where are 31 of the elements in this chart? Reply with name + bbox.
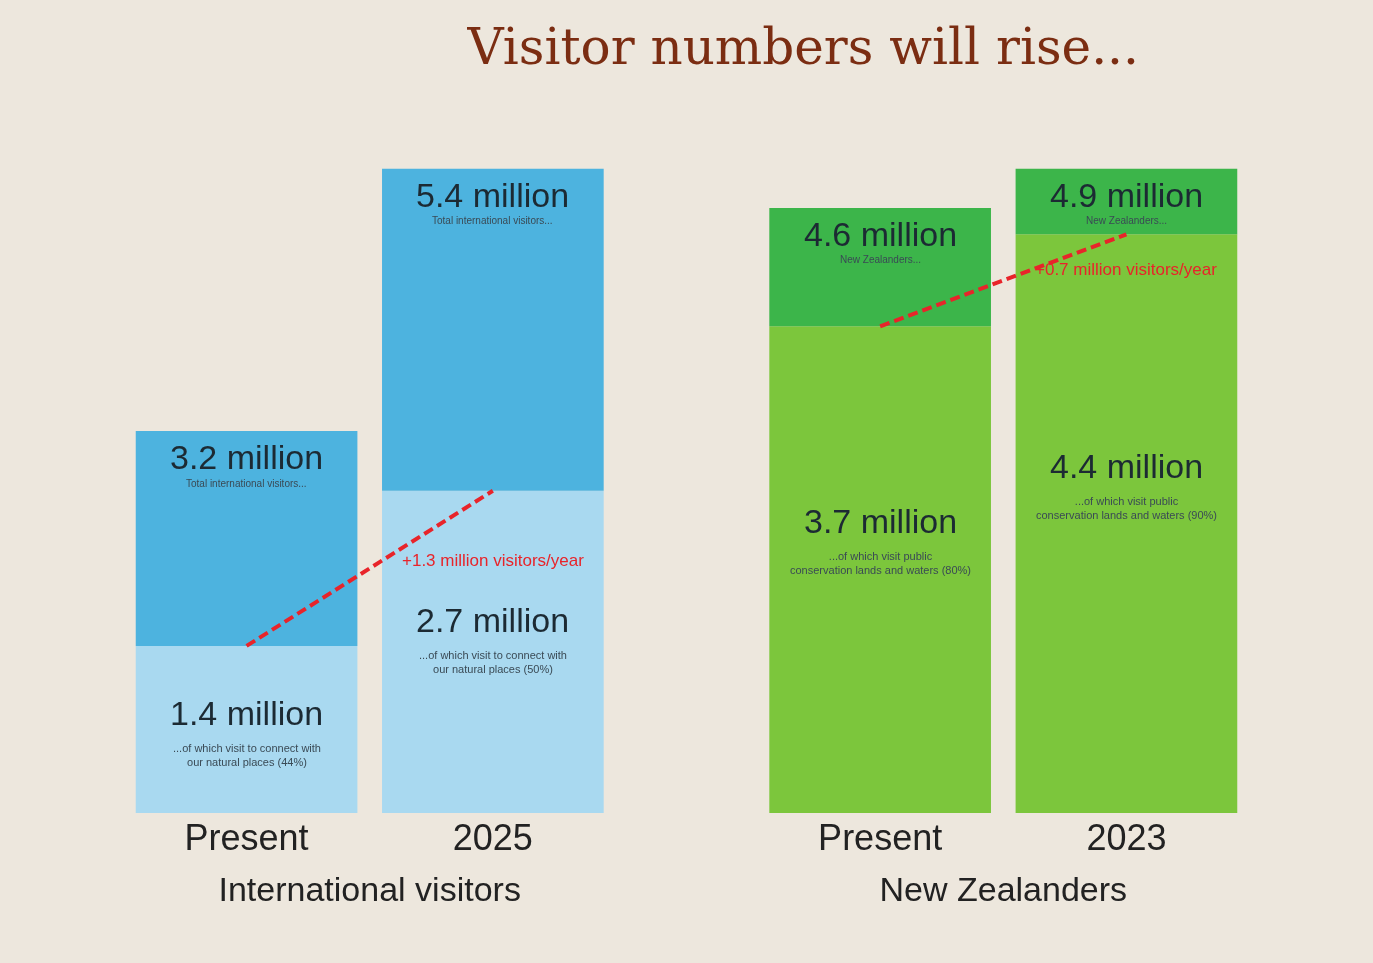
annotation: ...of which visit public conservation lands and waters (80%) [790,550,971,577]
x-tick-label: 2023 [1086,817,1167,858]
data-label: 2.7 million [416,601,570,639]
data-label: 1.4 million [170,694,324,732]
bar [769,326,991,813]
x-axis-title: New Zealanders [879,870,1128,909]
annotation: ...of which visit to connect with our natural places (44%) [173,742,321,769]
x-axis-title: International visitors [218,870,521,909]
text: Visitor numbers will rise... [466,17,1139,76]
x-tick-label: 2025 [452,817,533,858]
annotation: ...of which visit to connect with our natural places (50%) [419,649,567,676]
bar [135,431,358,646]
bar [382,168,604,491]
bar [382,490,604,813]
data-label: 3.7 million [804,502,958,540]
x-tick-label: Present [184,817,309,858]
annotation: Total international visitors... [432,215,553,226]
annotation: +1.3 million visitors/year [402,551,585,570]
x-tick-label: Present [818,817,943,858]
bar [135,645,358,813]
annotation: New Zealanders... [1086,215,1168,226]
total-label: 5.4 million [416,176,570,214]
total-label: 3.2 million [170,438,324,476]
annotation: New Zealanders... [840,254,922,265]
annotation: Total international visitors... [186,478,307,489]
bar [769,207,991,327]
bar [1015,234,1238,813]
annotation: ...of which visit public conservation lands and waters (90%) [1036,495,1217,522]
total-label: 4.6 million [804,215,958,253]
data-label: 4.4 million [1050,447,1204,485]
total-label: 4.9 million [1050,176,1204,214]
